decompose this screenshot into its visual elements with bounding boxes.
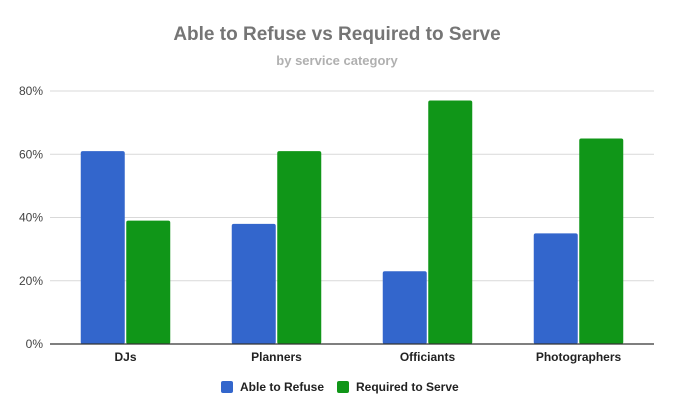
legend-label: Required to Serve <box>356 380 459 394</box>
y-tick-label: 60% <box>19 147 43 161</box>
legend-swatch <box>221 381 233 393</box>
bar-required-to-serve-officiants <box>428 100 473 344</box>
bar-able-to-refuse-officiants <box>382 271 427 344</box>
chart-title: Able to Refuse vs Required to Serve <box>173 24 500 45</box>
x-tick-label: Officiants <box>400 350 456 364</box>
y-tick-label: 40% <box>19 211 43 225</box>
x-tick-label: Photographers <box>536 350 622 364</box>
bar-able-to-refuse-planners <box>231 223 276 344</box>
chart-subtitle: by service category <box>276 53 398 68</box>
legend: Able to Refuse Required to Serve <box>221 380 459 394</box>
legend-label: Able to Refuse <box>240 380 324 394</box>
y-tick-label: 20% <box>19 274 43 288</box>
x-tick-label: DJs <box>114 350 136 364</box>
bar-required-to-serve-photographers <box>579 138 624 344</box>
x-tick-label: Planners <box>251 350 302 364</box>
bars <box>80 100 624 344</box>
bar-required-to-serve-djs <box>126 220 171 344</box>
y-axis-ticks: 0% 20% 40% 60% 80% <box>19 84 43 351</box>
bar-able-to-refuse-photographers <box>533 233 578 344</box>
bar-able-to-refuse-djs <box>80 151 125 344</box>
y-tick-label: 80% <box>19 84 43 98</box>
y-tick-label: 0% <box>26 337 44 351</box>
x-axis-ticks: DJs Planners Officiants Photographers <box>114 350 621 364</box>
legend-swatch <box>337 381 349 393</box>
bar-required-to-serve-planners <box>277 151 322 344</box>
